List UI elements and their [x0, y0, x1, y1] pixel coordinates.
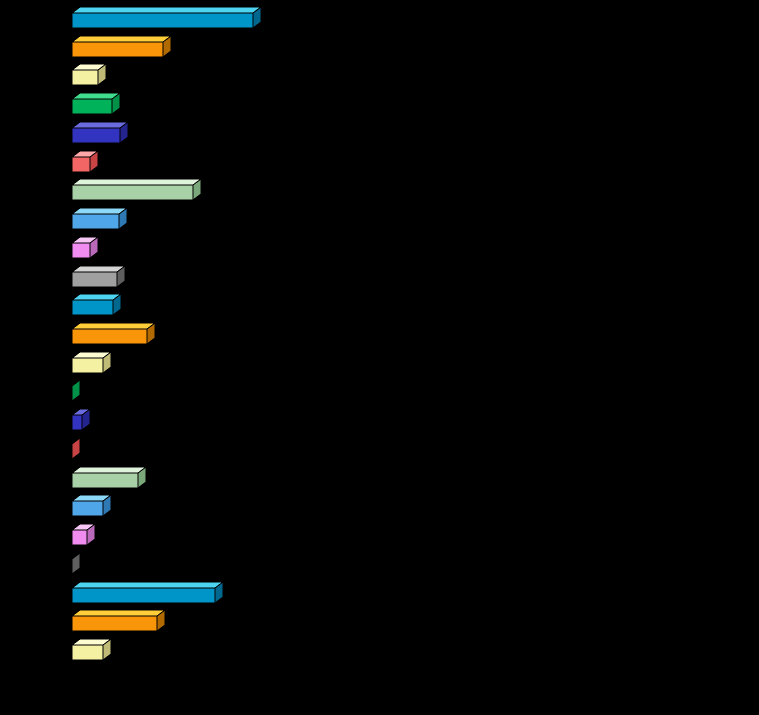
bar-23	[70, 638, 113, 661]
bar-top-face	[70, 466, 148, 474]
bar-8	[70, 207, 129, 230]
bar-front-face	[71, 587, 216, 604]
bar-top-face	[70, 178, 203, 186]
bar-9	[70, 236, 100, 259]
bar-front-face	[71, 69, 99, 86]
bar-22	[70, 609, 167, 632]
bar-top-face	[70, 322, 157, 330]
bar-front-face	[71, 184, 194, 201]
bar-top-face	[70, 121, 130, 129]
bar-15	[70, 408, 92, 431]
bar-top-face	[70, 207, 129, 215]
bar-16	[71, 437, 81, 460]
bar-top-face	[70, 265, 127, 273]
bar-end-face	[71, 437, 81, 460]
bar-front-face	[71, 644, 104, 661]
bar-6	[70, 150, 100, 173]
bar-front-face	[71, 414, 83, 431]
bar-end-face	[71, 379, 81, 402]
bar-top-face	[70, 609, 167, 617]
bar-front-face	[71, 41, 164, 58]
bar-21	[70, 581, 225, 604]
bar-11	[70, 293, 123, 316]
bar-7	[70, 178, 203, 201]
bar-5	[70, 121, 130, 144]
bar-13	[70, 351, 113, 374]
bar-front-face	[71, 98, 113, 115]
bar-front-face	[71, 500, 104, 517]
bar-front-face	[71, 328, 148, 345]
bar-20	[71, 552, 81, 575]
bar-4	[70, 92, 122, 115]
bar-front-face	[71, 242, 91, 259]
bar-front-face	[71, 271, 118, 288]
bar-front-face	[71, 12, 254, 29]
bar-front-face	[71, 529, 88, 546]
bar-12	[70, 322, 157, 345]
bar-top-face	[70, 35, 173, 43]
bar-18	[70, 494, 113, 517]
bar-front-face	[71, 615, 158, 632]
bar-19	[70, 523, 97, 546]
bar-17	[70, 466, 148, 489]
bar-top-face	[70, 581, 225, 589]
bar-1	[70, 6, 263, 29]
bar-14	[71, 379, 81, 402]
bar-front-face	[71, 156, 91, 173]
bar-10	[70, 265, 127, 288]
bar-front-face	[71, 357, 104, 374]
bar-front-face	[71, 472, 139, 489]
bar-end-face	[71, 552, 81, 575]
bar-front-face	[71, 127, 121, 144]
bar-3	[70, 63, 108, 86]
bar-front-face	[71, 213, 120, 230]
bar-2	[70, 35, 173, 58]
bar-front-face	[71, 299, 114, 316]
bar-top-face	[70, 6, 263, 14]
